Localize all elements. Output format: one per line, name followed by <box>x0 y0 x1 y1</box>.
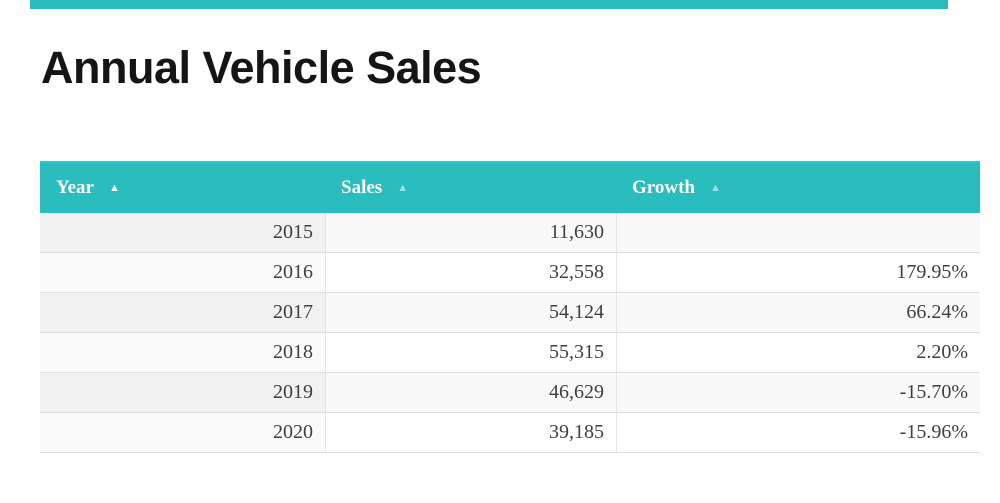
cell-growth <box>616 213 980 252</box>
sort-asc-icon: ▲ <box>709 181 721 194</box>
table-row: 2016 32,558 179.95% <box>40 253 980 293</box>
column-header-sales[interactable]: Sales ▲ <box>325 163 616 213</box>
column-header-growth-label: Growth <box>632 177 695 198</box>
sort-asc-icon: ▲ <box>108 181 120 194</box>
sort-asc-icon: ▲ <box>397 181 409 194</box>
column-header-sales-label: Sales <box>341 177 383 198</box>
cell-year: 2019 <box>40 373 325 412</box>
cell-sales: 11,630 <box>325 213 616 252</box>
cell-growth: 179.95% <box>616 253 980 292</box>
cell-year: 2020 <box>40 413 325 452</box>
cell-growth: -15.70% <box>616 373 980 412</box>
cell-sales: 39,185 <box>325 413 616 452</box>
table-row: 2019 46,629 -15.70% <box>40 373 980 413</box>
table-row: 2017 54,124 66.24% <box>40 293 980 333</box>
cell-growth: 66.24% <box>616 293 980 332</box>
table-header-row: Year ▲ Sales ▲ Growth ▲ <box>40 161 980 213</box>
cell-sales: 46,629 <box>325 373 616 412</box>
cell-year: 2018 <box>40 333 325 372</box>
cell-growth: 2.20% <box>616 333 980 372</box>
cell-growth: -15.96% <box>616 413 980 452</box>
table-row: 2015 11,630 <box>40 213 980 253</box>
annual-vehicle-sales-table: Year ▲ Sales ▲ Growth ▲ 2015 11,630 2016… <box>40 161 980 453</box>
column-header-year-label: Year <box>56 177 94 198</box>
cell-sales: 32,558 <box>325 253 616 292</box>
cell-sales: 54,124 <box>325 293 616 332</box>
cell-sales: 55,315 <box>325 333 616 372</box>
column-header-growth[interactable]: Growth ▲ <box>616 163 980 213</box>
top-accent-bar <box>30 0 948 9</box>
cell-year: 2015 <box>40 213 325 252</box>
column-header-year[interactable]: Year ▲ <box>40 163 325 213</box>
cell-year: 2016 <box>40 253 325 292</box>
page-title: Annual Vehicle Sales <box>41 42 482 93</box>
table-row: 2018 55,315 2.20% <box>40 333 980 373</box>
cell-year: 2017 <box>40 293 325 332</box>
table-row: 2020 39,185 -15.96% <box>40 413 980 453</box>
